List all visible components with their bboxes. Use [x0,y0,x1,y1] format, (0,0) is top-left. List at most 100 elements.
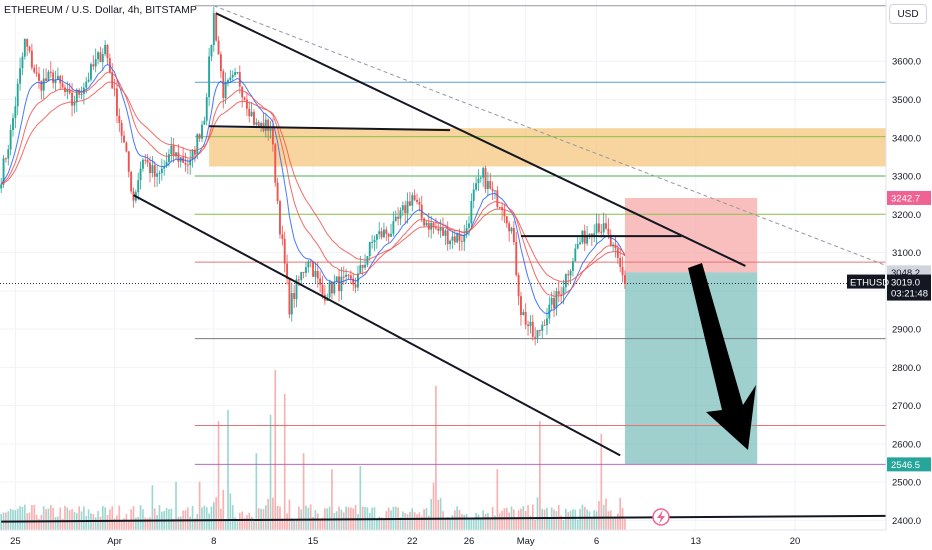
time-tick-label: 26 [464,536,475,547]
volume-bar [621,507,624,530]
candle-body [255,122,258,125]
candle-body [560,294,563,296]
volume-bar [255,453,258,530]
volume-bar [16,508,19,530]
candle-body [26,38,29,47]
candle-body [494,190,496,192]
candle-body [253,111,255,125]
volume-bar [418,512,421,530]
candle-body [175,152,177,157]
candle-body [501,207,504,211]
volume-bar [83,506,85,530]
candle-body [61,83,64,88]
volume-bar [78,506,80,530]
last-price-badge [887,274,931,301]
volume-bar [229,493,232,530]
volume-bar [130,509,132,530]
volume-bar [201,507,203,530]
candle-body [279,201,281,235]
volume-bar [222,489,225,530]
candle-body [413,195,416,200]
candle-body [73,102,76,106]
candle-body [146,160,149,163]
time-tick-label: 13 [691,536,702,547]
volume-bar [406,514,409,530]
candle-body [437,228,440,231]
candle-body [172,145,175,157]
price-tick-label: 2600.0 [892,439,921,450]
volume-bar [409,511,411,530]
trend-line [209,125,451,132]
candle-body [434,227,437,229]
candle-body [269,128,272,131]
candle-body [586,234,589,244]
candle-body [399,210,402,219]
candle-body [312,261,314,277]
volume-bar [298,506,300,530]
candle-body [307,261,310,268]
candle-body [71,92,74,106]
volume-bar [378,516,381,530]
time-axis [0,530,932,550]
candle-body [432,222,435,228]
candle-body [130,171,133,192]
currency-button[interactable]: USD [889,4,927,24]
volume-bar [501,510,503,530]
price-tick-label: 2500.0 [892,478,921,489]
candle-body [423,218,426,226]
volume-bar [71,509,73,530]
time-tick-label: 8 [211,536,216,547]
candle-body [489,181,492,189]
candle-body [352,278,355,285]
trend-line [215,12,746,267]
volume-bar [227,410,229,530]
candle-body [12,118,14,130]
candle-body [368,242,371,257]
volume-bar [567,512,570,530]
candle-body [274,144,277,183]
volume-bar [316,513,319,530]
volume-bar [319,519,321,530]
candle-body [619,257,622,267]
time-tick-label: 22 [407,536,418,547]
candle-body [21,56,24,69]
volume-bar [598,501,600,530]
candle-body [217,40,220,55]
candle-body [553,297,555,309]
volume-bar [243,518,246,530]
volume-bar [276,505,279,530]
candle-body [288,278,291,315]
candle-body [290,293,293,315]
candle-body [222,71,225,99]
volume-bar [31,505,33,530]
price-tick-label: 2700.0 [892,401,921,412]
volume-bar [524,511,527,530]
candle-body [314,270,317,277]
candle-body [137,180,140,193]
candle-body [534,336,537,338]
candle-body [309,261,312,263]
candle-body [458,233,461,241]
candle-body [496,190,499,207]
candle-body [349,275,352,279]
candle-body [574,248,577,262]
volume-bar [42,506,45,530]
volume-bar [390,510,392,530]
candle-body [564,274,567,288]
candle-body [153,165,156,177]
volume-bar [331,469,333,530]
candle-body [248,108,251,117]
candle-body [375,234,378,240]
candle-body [616,248,619,258]
candle-body [186,164,189,166]
candle-body [170,145,173,155]
volume-bar [139,505,142,530]
volume-bar [477,514,480,530]
candle-body [439,227,442,231]
volume-bar [619,498,622,530]
candle-body [479,177,482,179]
volume-bar [335,511,338,530]
candle-body [125,142,128,152]
candle-body [378,231,381,235]
